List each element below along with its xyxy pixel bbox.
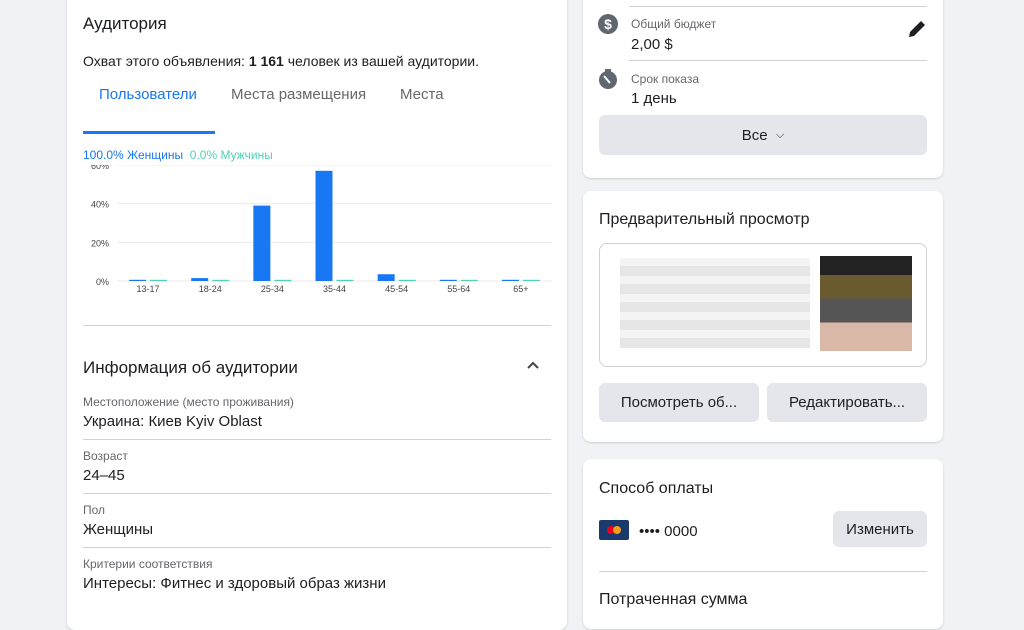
legend-male: 0.0% Мужчины	[189, 148, 273, 162]
duration-value: 1 день	[631, 90, 677, 107]
field-label: Критерии соответствия	[83, 557, 213, 571]
pencil-icon[interactable]	[906, 18, 928, 40]
spent-title: Потраченная сумма	[599, 591, 748, 608]
reach-text: Охват этого объявления: 1 161 человек из…	[83, 53, 479, 69]
bar-male	[150, 279, 168, 281]
y-tick-label: 40%	[91, 200, 109, 210]
field-label: Пол	[83, 503, 106, 517]
bar-female	[501, 279, 519, 281]
y-tick-label: 20%	[91, 238, 109, 248]
payment-card: Способ оплаты •••• 0000 Изменить Потраче…	[583, 459, 943, 629]
mastercard-icon	[599, 520, 629, 540]
payment-title: Способ оплаты	[599, 480, 714, 497]
duration-label: Срок показа	[631, 72, 699, 86]
bar-male	[212, 279, 230, 281]
field-value: Интересы: Фитнес и здоровый образ жизни	[83, 575, 386, 592]
edit-ad-button[interactable]: Редактировать...	[767, 383, 927, 422]
chart-legend: 100.0% Женщины 0.0% Мужчины	[83, 148, 273, 162]
active-tab-indicator	[83, 131, 215, 134]
tab-placements[interactable]: Места размещения	[231, 86, 367, 103]
bar-male	[398, 279, 416, 281]
bar-female	[439, 279, 457, 281]
x-tick-label: 55-64	[447, 284, 470, 294]
bar-male	[522, 279, 540, 281]
bar-male	[274, 279, 292, 281]
chevron-down-icon: ⌵	[775, 128, 785, 141]
chevron-up-icon[interactable]	[526, 360, 540, 370]
all-dropdown-button[interactable]: Все ⌵	[599, 115, 927, 155]
bar-male	[460, 279, 478, 281]
tab-places[interactable]: Места	[400, 86, 444, 103]
x-tick-label: 45-54	[385, 284, 408, 294]
view-ad-button[interactable]: Посмотреть об...	[599, 383, 759, 422]
x-tick-label: 35-44	[323, 284, 346, 294]
audience-title: Аудитория	[83, 14, 167, 33]
age-gender-chart: 0% 20% 40% 60% 13-17 18-24 25-34 35-44 45-54 55-6…	[91, 165, 552, 294]
legend-female: 100.0% Женщины	[83, 148, 184, 162]
preview-card: Предварительный просмотр Посмотреть об..…	[583, 191, 943, 442]
card-number: •••• 0000	[639, 523, 698, 540]
change-payment-button[interactable]: Изменить	[833, 511, 927, 547]
y-tick-label: 0%	[96, 277, 109, 287]
bar-female	[377, 274, 395, 281]
x-tick-label: 25-34	[261, 284, 284, 294]
budget-card: $ Общий бюджет 2,00 $ Срок показа 1 день…	[583, 0, 943, 178]
budget-label: Общий бюджет	[631, 17, 717, 31]
x-tick-label: 65+	[513, 284, 528, 294]
x-tick-label: 18-24	[199, 284, 222, 294]
dollar-icon: $	[598, 14, 618, 34]
field-value: Украина: Киев Kyiv Oblast	[83, 413, 262, 430]
bar-female	[191, 278, 209, 281]
bar-female	[129, 279, 147, 281]
y-tick-label: 60%	[91, 165, 109, 171]
stopwatch-icon	[599, 69, 617, 89]
bar-female	[315, 170, 333, 281]
field-value: 24–45	[83, 467, 125, 484]
ad-preview-thumbnail[interactable]	[599, 243, 927, 367]
field-label: Возраст	[83, 449, 128, 463]
all-label: Все	[741, 126, 768, 144]
bar-female	[253, 205, 271, 281]
x-tick-label: 13-17	[137, 284, 160, 294]
audience-card: Аудитория Охват этого объявления: 1 161 …	[67, 0, 567, 630]
tab-users[interactable]: Пользователи	[99, 86, 197, 103]
field-value: Женщины	[83, 521, 154, 538]
svg-text:$: $	[604, 16, 612, 32]
field-label: Местоположение (место проживания)	[83, 395, 294, 409]
audience-info-title: Информация об аудитории	[83, 358, 298, 377]
preview-title: Предварительный просмотр	[599, 211, 810, 228]
bar-male	[336, 279, 354, 281]
budget-value: 2,00 $	[631, 36, 673, 53]
